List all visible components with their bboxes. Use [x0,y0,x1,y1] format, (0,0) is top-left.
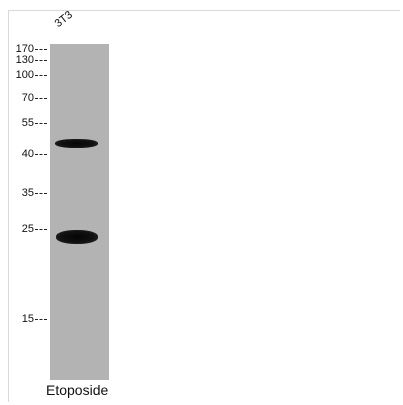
marker-55: 55 [0,117,48,129]
marker-label: 100 [15,69,34,81]
marker-15: 15 [0,313,48,325]
band-upper [55,139,98,148]
band-lower [56,230,98,244]
marker-tick [35,75,47,76]
marker-tick [35,193,47,194]
marker-tick [35,98,47,99]
marker-130: 130 [0,54,48,66]
blot-frame-left [8,10,9,402]
marker-tick [35,60,47,61]
marker-label: 40 [21,148,34,160]
marker-100: 100 [0,69,48,81]
marker-tick [35,49,47,50]
marker-label: 130 [15,54,34,66]
blot-lane [50,44,109,380]
marker-tick [35,229,47,230]
marker-35: 35 [0,187,48,199]
marker-label: 25 [21,223,34,235]
marker-label: 35 [21,187,34,199]
marker-70: 70 [0,92,48,104]
marker-40: 40 [0,148,48,160]
marker-tick [35,123,47,124]
marker-label: 70 [21,92,34,104]
marker-label: 170 [15,43,34,55]
marker-label: 15 [21,313,34,325]
marker-label: 55 [21,117,34,129]
marker-25: 25 [0,223,48,235]
marker-tick [35,319,47,320]
marker-170: 170 [0,43,48,55]
lane-label: 3T3 [52,8,75,30]
treatment-caption: Etoposide [46,382,109,398]
blot-frame-top [8,10,400,11]
marker-tick [35,154,47,155]
